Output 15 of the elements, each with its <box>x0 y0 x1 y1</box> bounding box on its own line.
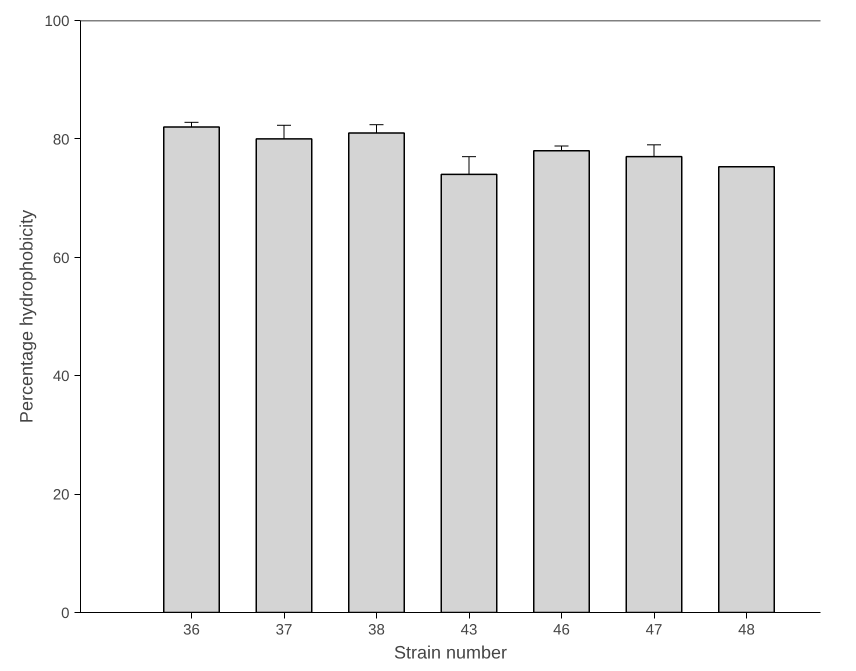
x-tick-label: 46 <box>553 622 570 638</box>
x-tick-label: 47 <box>646 622 662 638</box>
x-tick-label: 37 <box>276 622 292 638</box>
y-tick-label: 60 <box>52 250 70 267</box>
y-tick-label: 100 <box>44 13 70 30</box>
x-axis-title: Strain number <box>394 642 508 662</box>
y-axis-title: Percentage hydrophobicity <box>16 210 36 424</box>
y-tick-label: 80 <box>52 131 70 148</box>
x-tick-label: 36 <box>183 622 200 638</box>
x-tick-label: 38 <box>368 622 385 638</box>
y-tick-label: 40 <box>52 368 70 386</box>
x-tick-label: 48 <box>738 622 755 638</box>
x-tick-label: 43 <box>460 622 478 638</box>
y-tick-label: 0 <box>61 605 70 622</box>
y-tick-label: 20 <box>52 486 70 504</box>
